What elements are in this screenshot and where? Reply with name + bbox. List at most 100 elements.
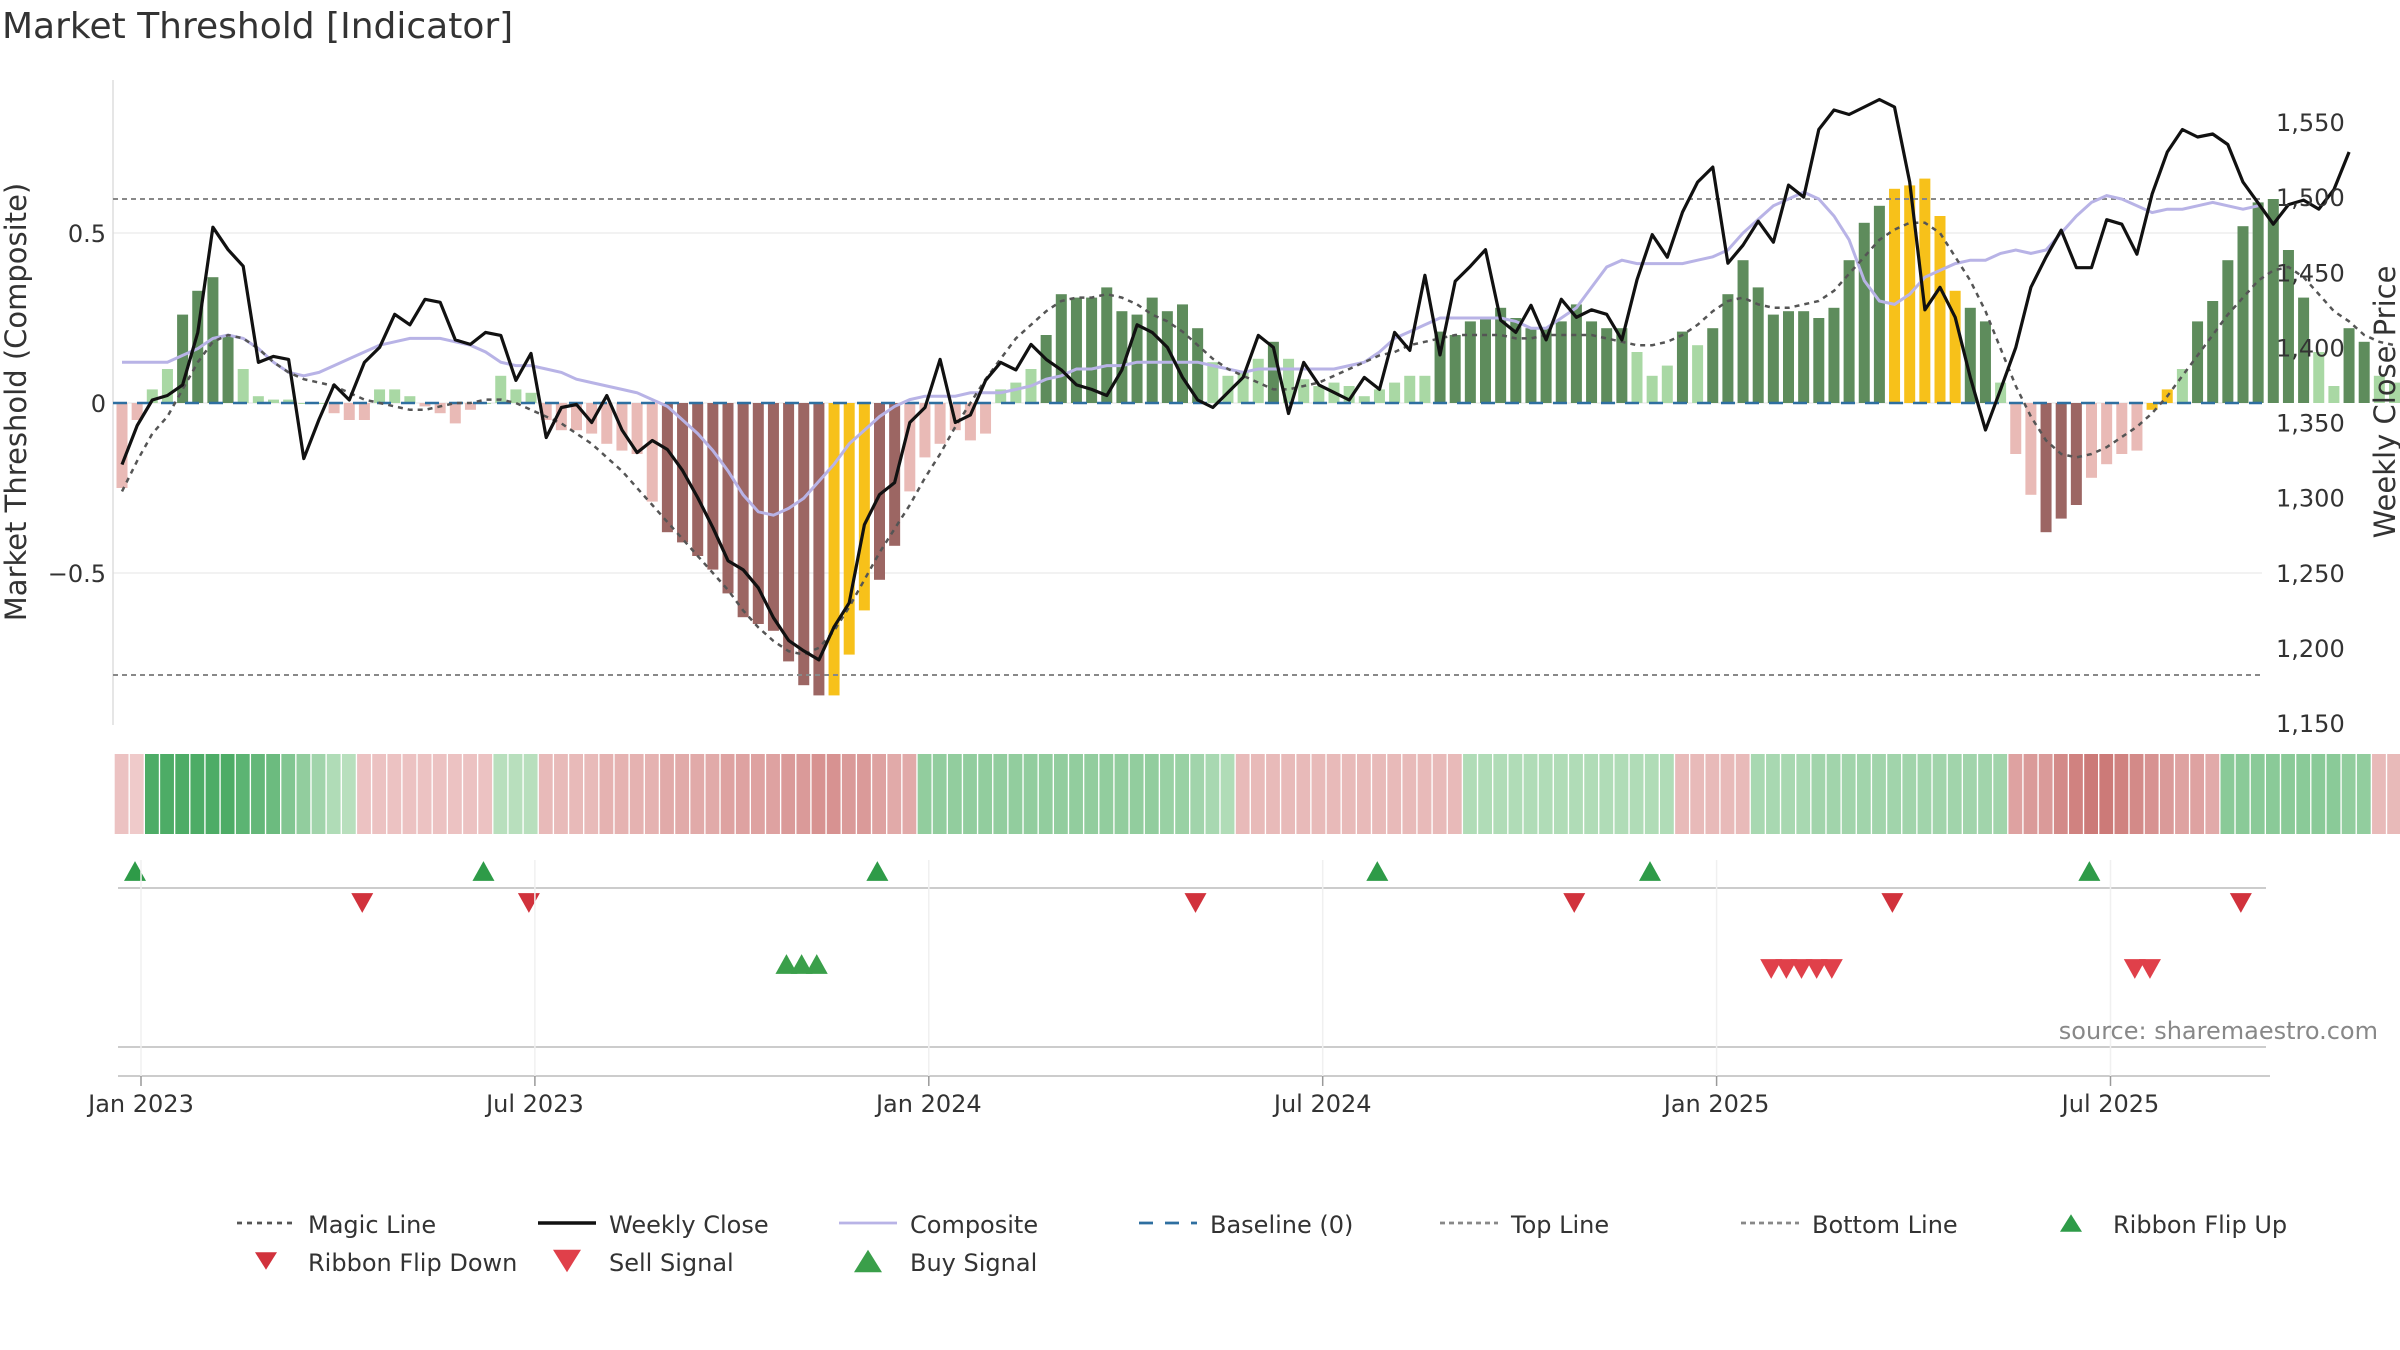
histogram-bar (980, 403, 992, 434)
ribbon-cell (2023, 754, 2038, 834)
ribbon-cell (1887, 754, 1902, 834)
histogram-bar (1495, 307, 1507, 403)
legend-item-buy: Buy Signal (854, 1249, 1037, 1277)
ribbon-cell (599, 754, 614, 834)
legend-label: Magic Line (308, 1211, 436, 1239)
histogram-bar (2222, 260, 2234, 403)
ribbon-cell (2129, 754, 2144, 834)
ribbon-cell (2250, 754, 2265, 834)
histogram-bar (1101, 287, 1113, 403)
ribbon-cell (1235, 754, 1250, 834)
histogram-bar (449, 403, 461, 424)
histogram-bar (2252, 202, 2264, 403)
ribbon-cell (311, 754, 326, 834)
ribbon-cell (1357, 754, 1371, 834)
histogram-bar (1389, 382, 1401, 403)
ribbon-flip-down-marker (1563, 893, 1586, 913)
histogram-bar (586, 403, 598, 434)
ribbon-cell (629, 754, 644, 834)
ribbon-cell (2281, 754, 2295, 834)
ribbon-cell (2356, 754, 2371, 834)
ribbon-cell (2144, 754, 2159, 834)
y-right-tick-label: 1,500 (2276, 184, 2345, 212)
legend-label: Sell Signal (609, 1249, 734, 1277)
histogram-bar (1586, 321, 1598, 403)
ribbon-cell (2099, 754, 2114, 834)
ribbon-cell (1690, 754, 1705, 834)
histogram-bar (1131, 314, 1143, 403)
histogram-bar (964, 403, 976, 441)
ribbon-flip-up-marker (1639, 861, 1661, 881)
histogram-bar (2146, 403, 2158, 410)
x-tick-label: Jan 2024 (874, 1090, 982, 1118)
histogram-bar (889, 403, 901, 546)
histogram-bar (631, 403, 643, 454)
histogram-bar (1040, 335, 1052, 403)
ribbon-cell (508, 754, 523, 834)
ribbon-cell (1493, 754, 1508, 834)
ribbon-cell (341, 754, 356, 834)
histogram-bar (722, 403, 734, 594)
ribbon-cell (1660, 754, 1674, 834)
histogram-bar (646, 403, 658, 502)
ribbon-cell (2190, 754, 2205, 834)
ribbon-cell (932, 754, 947, 834)
ribbon-cell (2311, 754, 2326, 834)
histogram-bar (1783, 311, 1794, 403)
histogram-bar (1843, 260, 1855, 403)
ribbon-cell (1038, 754, 1053, 834)
ribbon-cell (857, 754, 871, 834)
ribbon-flip-up-marker (472, 861, 495, 881)
y-right-tick-label: 1,450 (2276, 259, 2345, 287)
ribbon-cell (826, 754, 841, 834)
ribbon-cell (145, 754, 159, 834)
y-left-tick-label: 0.5 (68, 220, 106, 248)
ribbon-cell (978, 754, 993, 834)
legend-item-flipup: Ribbon Flip Up (2060, 1211, 2287, 1239)
histogram-bar (1480, 318, 1491, 403)
histogram-bar (222, 335, 234, 403)
ribbon-cell (1054, 754, 1068, 834)
histogram-bar (1616, 328, 1628, 403)
legend-item-flipdown: Ribbon Flip Down (255, 1249, 517, 1277)
ribbon-cell (811, 754, 826, 834)
ribbon-cell (1008, 754, 1023, 834)
ribbon-cell (448, 754, 462, 834)
ribbon-cell (2175, 754, 2189, 834)
histogram-bar (1919, 178, 1931, 403)
legend-label: Baseline (0) (1210, 1211, 1353, 1239)
weekly-close-line (120, 97, 2351, 662)
histogram-bars (116, 178, 2400, 696)
ribbon-cell (675, 754, 690, 834)
histogram-bar (1298, 379, 1310, 403)
ribbon-cell (2387, 754, 2400, 834)
ribbon-cell (1720, 754, 1735, 834)
ribbon-cell (160, 754, 174, 834)
axis-labels: 0.5 0 −0.5 1,550 1,500 1,450 1,400 1,350 1,300 1,… (48, 109, 2345, 738)
legend-swatch (553, 1249, 581, 1273)
ribbon-cell (2326, 754, 2341, 834)
histogram-bar (1252, 358, 1264, 403)
ribbon-cell (1538, 754, 1553, 834)
ribbon-cell (1629, 754, 1644, 834)
y-right-tick-label: 1,250 (2276, 560, 2345, 588)
ribbon-cell (1508, 754, 1523, 834)
histogram-bar (495, 375, 507, 403)
ribbon-cell (751, 754, 765, 834)
ribbon-cell (1084, 754, 1099, 834)
ribbon-cell (841, 754, 856, 834)
legend-swatch (854, 1249, 882, 1273)
histogram-bar (1464, 321, 1476, 403)
y-right-tick-label: 1,300 (2276, 485, 2345, 513)
histogram-bar (858, 403, 870, 611)
legend-item-top: Top Line (1440, 1211, 1609, 1239)
ribbon-cell (2205, 754, 2220, 834)
ribbon-cell (1947, 754, 1962, 834)
ribbon-cell (1932, 754, 1947, 834)
ribbon-cell (266, 754, 280, 834)
histogram-bar (1207, 362, 1219, 403)
histogram-bar (601, 403, 613, 444)
chart-title: Market Threshold [Indicator] (2, 6, 513, 47)
legend-swatch (255, 1252, 277, 1270)
ribbon-cell (720, 754, 735, 834)
